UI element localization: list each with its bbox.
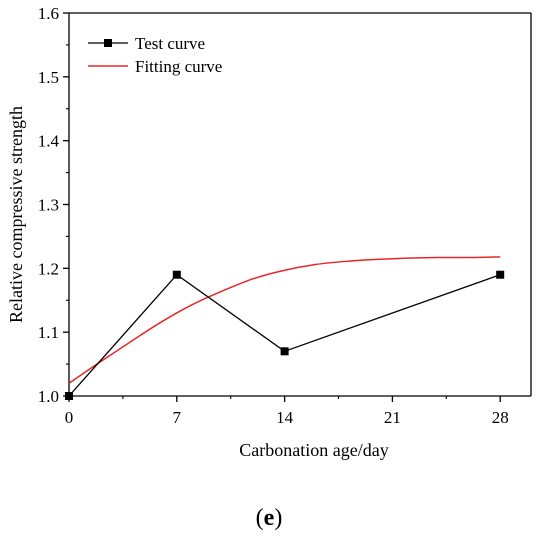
x-axis-title: Carbonation age/day xyxy=(239,440,388,460)
y-tick-label: 1.5 xyxy=(38,68,59,87)
legend-fitting-label: Fitting curve xyxy=(135,57,222,76)
x-tick-label: 7 xyxy=(173,408,182,427)
x-tick-label: 0 xyxy=(65,408,74,427)
y-tick-label: 1.4 xyxy=(38,132,60,151)
legend-test-label: Test curve xyxy=(135,34,205,53)
test-curve-line xyxy=(68,273,501,397)
test-curve-point xyxy=(172,270,181,279)
test-curve-point xyxy=(65,392,73,400)
y-tick-label: 1.0 xyxy=(38,387,59,406)
y-tick-label: 1.6 xyxy=(38,4,59,23)
x-tick-label: 21 xyxy=(384,408,401,427)
legend-test-marker xyxy=(104,39,112,47)
panel-label: (e) xyxy=(256,505,283,531)
x-tick-label: 28 xyxy=(492,408,509,427)
plot-area: 0 7 14 21 28 1.0 1.1 1.2 1.3 1.4 1.5 1.6 Carbonation… xyxy=(6,4,532,460)
x-tick-label: 14 xyxy=(276,408,294,427)
y-tick-label: 1.1 xyxy=(38,323,59,342)
y-tick-label: 1.3 xyxy=(38,196,59,215)
y-axis-title: Relative compressive strength xyxy=(6,106,26,323)
fitting-curve-line xyxy=(68,256,501,384)
test-curve-point xyxy=(280,347,289,356)
test-curve-point xyxy=(496,270,505,279)
y-tick-label: 1.2 xyxy=(38,259,59,278)
